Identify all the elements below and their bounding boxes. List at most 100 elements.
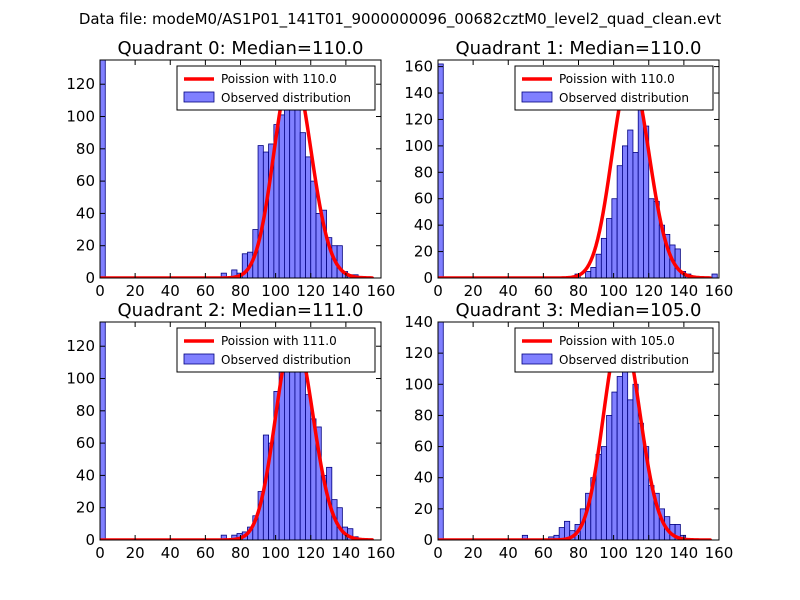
- x-tick-label: 80: [569, 282, 588, 300]
- x-tick-label: 160: [367, 544, 396, 562]
- legend-box: [176, 327, 376, 373]
- y-tick-label: 140: [404, 84, 433, 102]
- poisson-curve: [438, 71, 712, 278]
- x-tick-label: 60: [196, 282, 215, 300]
- x-tick-label: 160: [705, 544, 734, 562]
- histogram-bar: [622, 145, 629, 278]
- x-tick-label: 140: [670, 544, 699, 562]
- legend: Poission with 110.0 Observed distribution: [176, 65, 376, 111]
- x-tick-label: 140: [332, 544, 361, 562]
- x-tick-label: 100: [261, 544, 290, 562]
- y-tick-label: 120: [404, 344, 433, 362]
- histogram-bar: [600, 446, 607, 540]
- histogram-bar: [284, 103, 291, 278]
- legend-box: [514, 327, 714, 373]
- histogram-bar: [606, 218, 613, 278]
- histogram-bar: [674, 524, 681, 540]
- x-tick-label: 120: [634, 282, 663, 300]
- x-tick-label: 100: [599, 282, 628, 300]
- histogram-bar: [284, 353, 291, 540]
- histogram-bar: [294, 91, 301, 278]
- y-tick-label: 0: [423, 269, 433, 287]
- panel-quadrant-1: 0 20 40 60 80 100 120 140 160 0 20 40 60 80 100 120 140 1…: [404, 38, 733, 300]
- y-tick-label: 160: [404, 58, 433, 76]
- histogram-bar: [627, 129, 634, 278]
- histogram-bar: [310, 180, 317, 278]
- histogram-bar: [606, 415, 613, 540]
- histogram-bar: [438, 322, 444, 540]
- y-tick-label: 60: [76, 434, 95, 452]
- y-tick-label: 0: [85, 531, 95, 549]
- x-tick-label: 80: [231, 544, 250, 562]
- y-tick-label: 120: [66, 75, 95, 93]
- y-tick-label: 40: [76, 466, 95, 484]
- histogram-bar: [289, 345, 296, 540]
- x-tick-label: 160: [367, 282, 396, 300]
- histogram-bar: [220, 534, 227, 540]
- legend: Poission with 111.0 Observed distribution: [176, 327, 376, 373]
- plot-content: [438, 322, 712, 540]
- legend: Poission with 110.0 Observed distribution: [514, 65, 714, 111]
- histogram-bar: [257, 145, 264, 278]
- plot-content: [100, 60, 374, 278]
- x-tick-label: 40: [499, 282, 518, 300]
- x-tick-label: 20: [126, 544, 145, 562]
- x-tick-label: 0: [433, 544, 443, 562]
- legend-label-observed: Observed distribution: [559, 353, 689, 367]
- plot-content: [438, 63, 718, 278]
- histogram-bar: [648, 198, 655, 278]
- histogram-bar: [299, 132, 306, 278]
- x-tick-label: 100: [261, 282, 290, 300]
- histogram-bar: [438, 63, 444, 278]
- x-tick-label: 140: [670, 282, 699, 300]
- x-tick-label: 0: [433, 282, 443, 300]
- x-tick-label: 60: [534, 544, 553, 562]
- legend-label-observed: Observed distribution: [221, 91, 351, 105]
- y-tick-label: 0: [423, 531, 433, 549]
- y-tick-label: 80: [414, 406, 433, 424]
- histogram-bar: [585, 270, 592, 278]
- legend-label-poisson: Poission with 105.0: [559, 334, 675, 348]
- poisson-curve: [438, 328, 712, 540]
- legend-label-poisson: Poission with 110.0: [559, 72, 675, 86]
- y-tick-label: 100: [66, 370, 95, 388]
- y-tick-label: 40: [76, 204, 95, 222]
- x-tick-label: 80: [569, 544, 588, 562]
- histogram-bar: [278, 114, 285, 278]
- panel-title: Quadrant 0: Median=110.0: [118, 38, 364, 59]
- x-tick-label: 120: [296, 282, 325, 300]
- histogram-bar: [336, 245, 343, 278]
- y-tick-label: 60: [76, 172, 95, 190]
- x-tick-label: 80: [231, 282, 250, 300]
- y-tick-label: 120: [404, 110, 433, 128]
- x-tick-label: 140: [332, 282, 361, 300]
- y-tick-label: 20: [414, 243, 433, 261]
- legend-label-poisson: Poission with 110.0: [221, 72, 337, 86]
- panel-quadrant-0: 0 20 40 60 80 100 120 140 160 0 20 40 60 80 100 120 Quad…: [66, 38, 395, 300]
- x-tick-label: 20: [464, 282, 483, 300]
- histogram-bar: [711, 273, 718, 278]
- y-tick-label: 20: [76, 499, 95, 517]
- x-tick-label: 60: [196, 544, 215, 562]
- panel-quadrant-3: 0 20 40 60 80 100 120 140 160 0 20 40 60 80 100 120 140 Q…: [404, 300, 733, 562]
- plot-content: [100, 322, 374, 540]
- y-tick-label: 140: [404, 313, 433, 331]
- y-tick-label: 20: [76, 237, 95, 255]
- x-tick-label: 40: [161, 282, 180, 300]
- histogram-bar: [616, 376, 623, 540]
- histogram-bar: [294, 345, 301, 540]
- y-tick-label: 40: [414, 216, 433, 234]
- y-tick-label: 80: [76, 402, 95, 420]
- histogram-bar: [611, 198, 618, 278]
- histogram-bar: [100, 322, 106, 540]
- legend: Poission with 105.0 Observed distribution: [514, 327, 714, 373]
- y-tick-label: 80: [76, 140, 95, 158]
- histogram-bar: [611, 391, 618, 540]
- panel-title: Quadrant 3: Median=105.0: [456, 300, 702, 321]
- panel-title: Quadrant 2: Median=111.0: [118, 300, 364, 321]
- x-tick-label: 40: [161, 544, 180, 562]
- y-tick-label: 0: [85, 269, 95, 287]
- x-tick-label: 60: [534, 282, 553, 300]
- x-tick-label: 0: [95, 282, 105, 300]
